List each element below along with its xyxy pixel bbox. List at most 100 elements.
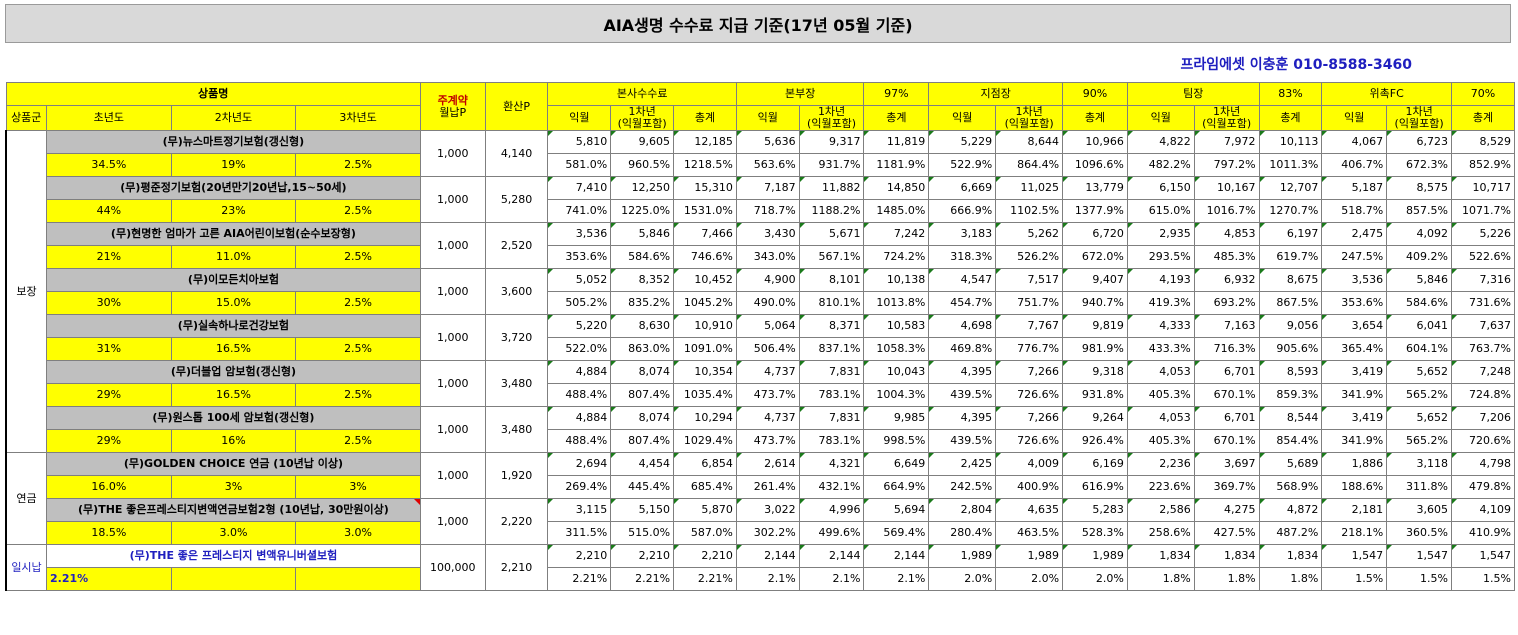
commission-amount: 10,910	[673, 314, 737, 338]
first-year-header: 1차년 (익월포함)	[1193, 105, 1260, 131]
commission-amount: 4,547	[928, 268, 997, 292]
commission-percent: 482.2%	[1126, 153, 1195, 177]
commission-percent: 2.21%	[610, 567, 675, 591]
commission-percent: 2.1%	[863, 567, 930, 591]
commission-percent: 568.9%	[1258, 475, 1323, 499]
monthly-premium: 1,000	[419, 176, 486, 223]
total-header: 총계	[1451, 105, 1515, 131]
commission-amount: 2,236	[1126, 452, 1195, 476]
year3-rate: 3%	[295, 475, 421, 499]
commission-percent: 1.5%	[1451, 567, 1515, 591]
commission-percent: 751.7%	[995, 291, 1064, 315]
commission-amount: 4,996	[798, 498, 865, 522]
commission-percent: 488.4%	[547, 383, 612, 407]
page-title: AIA생명 수수료 지급 기준(17년 05월 기준)	[5, 4, 1511, 43]
year2-rate: 23%	[170, 199, 297, 223]
commission-percent: 724.8%	[1451, 383, 1515, 407]
commission-percent: 261.4%	[735, 475, 800, 499]
commission-percent: 810.1%	[798, 291, 865, 315]
year3-header: 3차년도	[295, 105, 421, 131]
commission-amount: 7,517	[995, 268, 1064, 292]
commission-percent: 280.4%	[928, 521, 997, 545]
group-label: 일시납	[5, 544, 48, 591]
commission-percent: 616.9%	[1062, 475, 1128, 499]
fc-header: 위촉FC	[1321, 82, 1452, 106]
year2-rate: 16%	[170, 429, 297, 453]
commission-amount: 10,113	[1258, 130, 1323, 154]
commission-percent: 311.5%	[547, 521, 612, 545]
contact-info: 프라임에셋 이충훈 010-8588-3460	[1180, 57, 1412, 73]
commission-percent: 776.7%	[995, 337, 1064, 361]
commission-amount: 3,430	[735, 222, 800, 246]
year3-rate: 2.5%	[295, 199, 421, 223]
commission-amount: 5,810	[547, 130, 612, 154]
commission-amount: 6,932	[1193, 268, 1260, 292]
commission-amount: 3,419	[1321, 360, 1388, 384]
commission-percent: 2.0%	[928, 567, 997, 591]
commission-amount: 7,206	[1451, 406, 1515, 430]
first-year-note: (익월포함)	[1394, 117, 1444, 130]
commission-percent: 439.5%	[928, 429, 997, 453]
monthly-p-label: 월납P	[439, 105, 467, 119]
year2-rate: 3%	[170, 475, 297, 499]
product-row: (무)THE 좋은프레스티지변액연금보험2형 (10년납, 30만원이상) 1,0…	[6, 498, 1515, 545]
commission-amount: 5,283	[1062, 498, 1128, 522]
commission-percent: 854.4%	[1258, 429, 1323, 453]
first-year-label: 1차년	[1015, 105, 1043, 118]
first-year-header: 1차년 (익월포함)	[798, 105, 865, 131]
year3-rate: 2.5%	[295, 383, 421, 407]
commission-amount: 3,115	[547, 498, 612, 522]
commission-amount: 9,605	[610, 130, 675, 154]
commission-percent: 1.5%	[1386, 567, 1452, 591]
title-text: AIA생명 수수료 지급 기준(17년 05월 기준)	[603, 15, 913, 35]
commission-percent: 1011.3%	[1258, 153, 1323, 177]
product-name: (무)뉴스마트정기보험(갱신형)	[46, 130, 421, 154]
commission-amount: 7,637	[1451, 314, 1515, 338]
commission-amount: 7,972	[1193, 130, 1260, 154]
commission-amount: 5,226	[1451, 222, 1515, 246]
commission-percent: 405.3%	[1126, 429, 1195, 453]
commission-percent: 1531.0%	[673, 199, 737, 223]
year2-rate: 16.5%	[170, 383, 297, 407]
commission-percent: 479.8%	[1451, 475, 1515, 499]
commission-percent: 797.2%	[1193, 153, 1260, 177]
commission-amount: 3,022	[735, 498, 800, 522]
commission-percent: 905.6%	[1258, 337, 1323, 361]
commission-amount: 5,652	[1386, 406, 1452, 430]
product-name: (무)실속하나로건강보험	[46, 314, 421, 338]
commission-percent: 670.1%	[1193, 429, 1260, 453]
commission-amount: 4,053	[1126, 406, 1195, 430]
commission-amount: 3,697	[1193, 452, 1260, 476]
commission-percent: 1181.9%	[863, 153, 930, 177]
commission-amount: 5,262	[995, 222, 1064, 246]
commission-amount: 7,163	[1193, 314, 1260, 338]
commission-percent: 565.2%	[1386, 383, 1452, 407]
commission-amount: 6,649	[863, 452, 930, 476]
commission-amount: 4,067	[1321, 130, 1388, 154]
commission-percent: 720.6%	[1451, 429, 1515, 453]
commission-percent: 584.6%	[610, 245, 675, 269]
product-row: (무)평준정기보험(20년만기20년납,15~50세) 1,000 5,280 7,4…	[6, 176, 1515, 223]
commission-amount: 6,854	[673, 452, 737, 476]
commission-amount: 6,723	[1386, 130, 1452, 154]
commission-percent: 746.6%	[673, 245, 737, 269]
commission-percent: 427.5%	[1193, 521, 1260, 545]
commission-amount: 4,053	[1126, 360, 1195, 384]
product-name: (무)이모든치아보험	[46, 268, 421, 292]
converted-premium: 5,280	[484, 176, 549, 223]
commission-amount: 3,183	[928, 222, 997, 246]
commission-percent: 726.6%	[995, 429, 1064, 453]
commission-percent: 365.4%	[1321, 337, 1388, 361]
commission-amount: 11,819	[863, 130, 930, 154]
commission-percent: 1485.0%	[863, 199, 930, 223]
commission-amount: 7,242	[863, 222, 930, 246]
commission-amount: 4,798	[1451, 452, 1515, 476]
commission-amount: 6,197	[1258, 222, 1323, 246]
first-year-note: (익월포함)	[617, 117, 667, 130]
commission-percent: 726.6%	[995, 383, 1064, 407]
commission-percent: 528.3%	[1062, 521, 1128, 545]
commission-percent: 807.4%	[610, 383, 675, 407]
commission-amount: 9,317	[798, 130, 865, 154]
commission-percent: 269.4%	[547, 475, 612, 499]
total-header: 총계	[1258, 105, 1323, 131]
